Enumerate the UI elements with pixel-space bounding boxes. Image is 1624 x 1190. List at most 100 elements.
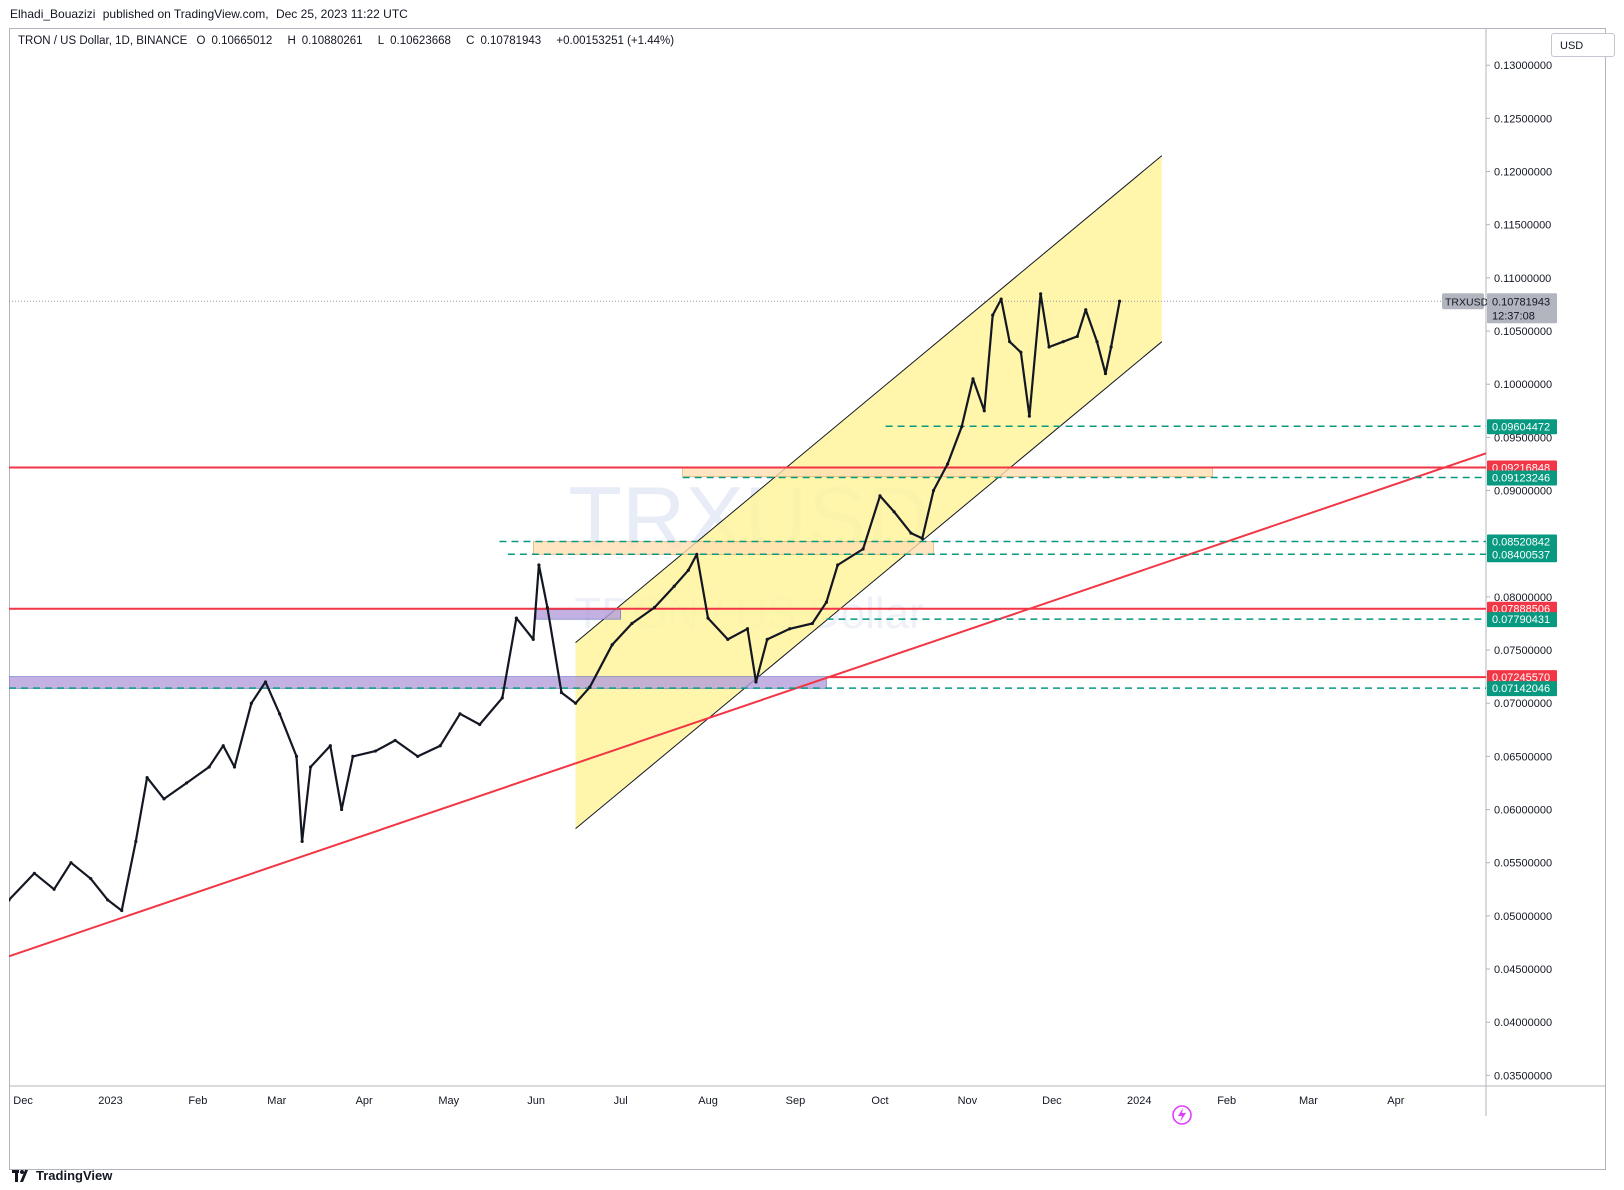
- price-point-12: [221, 744, 225, 748]
- price-point-67: [1039, 292, 1043, 296]
- x-tick-label-14: Feb: [1217, 1095, 1236, 1107]
- x-tick-label-9: Sep: [786, 1095, 806, 1107]
- y-tick-label-11: 0.09000000: [1494, 486, 1552, 498]
- x-tick-label-6: Jun: [527, 1095, 545, 1107]
- zone-rect-3[interactable]: [9, 676, 827, 689]
- x-tick-label-11: Nov: [958, 1095, 978, 1107]
- currency-button[interactable]: USD: [1551, 33, 1615, 57]
- price-point-29: [500, 696, 504, 700]
- price-point-61: [982, 409, 986, 413]
- level-label-3: 0.08520842: [1492, 536, 1550, 548]
- y-tick-label-13: 0.10000000: [1494, 379, 1552, 391]
- price-point-31: [531, 637, 535, 642]
- price-point-54: [892, 510, 896, 514]
- level-label-bg-2: [1487, 470, 1557, 486]
- zone-rect-0[interactable]: [682, 466, 1213, 478]
- channel-fill: [575, 155, 1162, 829]
- chart-frame: [9, 28, 1606, 1170]
- price-point-41: [686, 568, 690, 572]
- footer-brand-text: TradingView: [36, 1168, 113, 1183]
- price-point-23: [373, 749, 378, 753]
- price-point-6: [120, 908, 124, 913]
- level-label-7: 0.07245570: [1492, 672, 1550, 684]
- tradingview-logo-icon: [12, 1169, 28, 1182]
- x-tick-label-0: Dec: [13, 1095, 33, 1107]
- price-point-59: [960, 425, 964, 429]
- price-point-50: [824, 600, 829, 604]
- price-point-58: [946, 462, 950, 466]
- y-tick-label-6: 0.06500000: [1494, 751, 1552, 763]
- price-point-60: [971, 377, 975, 381]
- y-tick-label-15: 0.11000000: [1494, 273, 1551, 285]
- price-point-55: [909, 531, 913, 535]
- x-tick-label-12: Dec: [1042, 1095, 1062, 1107]
- level-label-bg-8: [1487, 681, 1557, 697]
- caption-text: published on TradingView.com,: [102, 7, 269, 21]
- level-label-bg-3: [1487, 534, 1557, 550]
- price-point-38: [630, 621, 634, 626]
- level-label-0: 0.09604472: [1492, 421, 1550, 433]
- x-tick-label-4: Apr: [356, 1095, 373, 1107]
- y-tick-label-2: 0.04500000: [1494, 964, 1552, 976]
- x-tick-label-15: Mar: [1299, 1095, 1318, 1107]
- x-tick-label-10: Oct: [871, 1095, 888, 1107]
- price-point-46: [754, 680, 758, 684]
- price-series-line: [9, 292, 1121, 912]
- price-point-18: [300, 839, 304, 844]
- price-point-33: [545, 605, 549, 610]
- price-point-43: [706, 616, 710, 620]
- price-point-0: [9, 898, 11, 902]
- price-point-57: [931, 488, 936, 493]
- price-chart[interactable]: TRXUSDTRON / US Dollar0.035000000.040000…: [9, 28, 1606, 1168]
- price-point-69: [1061, 340, 1065, 344]
- price-point-73: [1103, 371, 1108, 376]
- level-label-bg-6: [1487, 612, 1557, 628]
- close-value: C 0.10781943: [466, 35, 542, 47]
- zone-rect-1[interactable]: [532, 541, 934, 555]
- level-label-bg-4: [1487, 547, 1557, 563]
- last-price-label: 0.10781943: [1492, 296, 1550, 308]
- symbol-title[interactable]: TRON / US Dollar, 1D, BINANCE: [18, 35, 188, 47]
- level-label-8: 0.07142046: [1492, 683, 1550, 695]
- symbol-tag-bg: [1442, 293, 1484, 310]
- rising-trendline[interactable]: [9, 452, 1487, 958]
- channel-upper-line[interactable]: [575, 155, 1163, 643]
- level-label-6: 0.07790431: [1492, 614, 1550, 626]
- price-point-1: [32, 871, 36, 875]
- x-tick-label-13: 2024: [1127, 1095, 1151, 1107]
- author-name: Elhadi_Bouazizi: [10, 7, 96, 21]
- x-tick-label-2: Feb: [188, 1095, 207, 1107]
- price-point-32: [537, 563, 541, 567]
- level-label-4: 0.08400537: [1492, 549, 1550, 561]
- y-tick-label-7: 0.07000000: [1494, 698, 1552, 710]
- price-point-3: [69, 861, 73, 865]
- price-point-40: [672, 584, 676, 588]
- price-point-9: [162, 797, 166, 801]
- x-tick-label-8: Aug: [698, 1095, 718, 1107]
- price-point-13: [232, 765, 237, 769]
- price-point-19: [309, 765, 313, 769]
- channel-lower-line[interactable]: [575, 341, 1163, 830]
- y-tick-label-16: 0.11500000: [1494, 220, 1551, 232]
- price-point-63: [999, 297, 1003, 301]
- price-point-24: [393, 738, 397, 743]
- price-point-42: [695, 552, 699, 556]
- price-point-72: [1095, 340, 1099, 344]
- caption-datetime: Dec 25, 2023 11:22 UTC: [275, 7, 408, 21]
- price-point-36: [588, 685, 592, 689]
- price-point-68: [1047, 345, 1051, 349]
- bolt-icon[interactable]: [1171, 1104, 1193, 1126]
- price-point-71: [1084, 308, 1088, 312]
- price-point-8: [145, 776, 149, 780]
- level-label-bg-0: [1487, 419, 1557, 435]
- price-point-44: [726, 637, 730, 642]
- y-tick-label-17: 0.12000000: [1494, 167, 1552, 179]
- price-point-20: [328, 744, 332, 748]
- ohlc-legend: TRON / US Dollar, 1D, BINANCE O 0.1066501…: [18, 35, 680, 47]
- x-tick-label-1: 2023: [98, 1095, 122, 1107]
- last-price-tag-bg: [1487, 293, 1557, 324]
- x-tick-label-5: May: [438, 1095, 459, 1107]
- price-point-4: [89, 877, 93, 881]
- countdown-label: 12:37:08: [1492, 310, 1535, 322]
- price-point-25: [416, 754, 420, 758]
